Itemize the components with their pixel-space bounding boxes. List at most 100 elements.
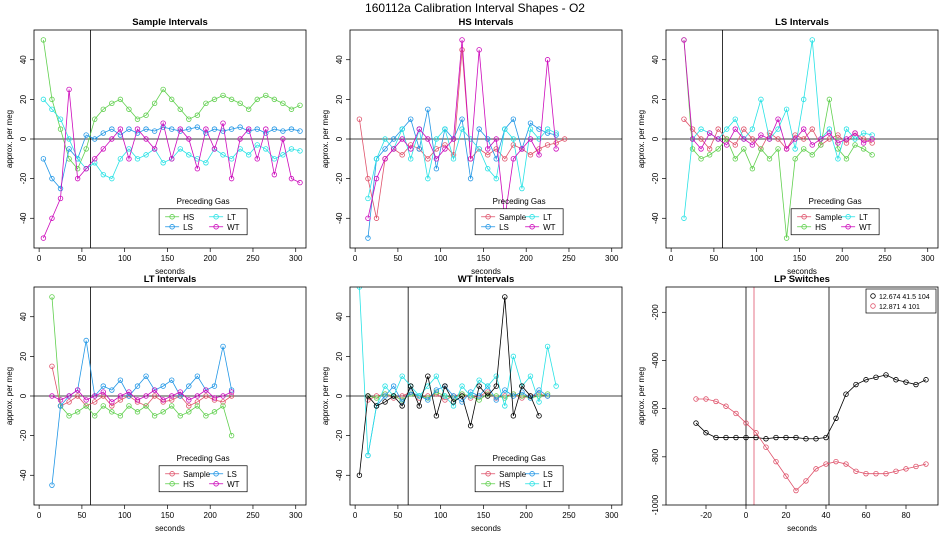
data-point bbox=[698, 146, 704, 152]
data-point bbox=[186, 403, 192, 409]
data-point bbox=[485, 152, 491, 158]
data-point bbox=[733, 434, 739, 441]
data-point bbox=[698, 136, 704, 142]
legend-title: Preceding Gas bbox=[177, 454, 230, 463]
legend-marker bbox=[485, 214, 491, 220]
data-point bbox=[237, 136, 243, 142]
data-point bbox=[741, 136, 747, 142]
data-point bbox=[553, 146, 559, 152]
data-point bbox=[49, 175, 55, 182]
data-point bbox=[843, 461, 849, 467]
data-point bbox=[356, 116, 363, 122]
data-point bbox=[459, 383, 465, 389]
data-point bbox=[92, 156, 98, 162]
data-point bbox=[399, 403, 405, 409]
data-point bbox=[783, 106, 790, 112]
x-tick-label: 50 bbox=[77, 254, 86, 263]
legend-marker bbox=[169, 224, 175, 230]
data-point bbox=[792, 156, 798, 162]
data-point bbox=[271, 171, 278, 178]
data-point bbox=[843, 140, 850, 146]
data-point bbox=[288, 106, 295, 112]
plot-frame bbox=[349, 286, 623, 506]
data-point bbox=[843, 136, 850, 142]
x-tick-label: 50 bbox=[393, 254, 402, 263]
data-point bbox=[382, 156, 388, 162]
data-point bbox=[775, 126, 781, 132]
data-point bbox=[743, 434, 749, 441]
data-point bbox=[373, 156, 380, 162]
data-point bbox=[467, 156, 474, 162]
data-point bbox=[186, 152, 192, 158]
data-point bbox=[194, 399, 201, 405]
data-point bbox=[783, 473, 789, 479]
data-point bbox=[510, 353, 517, 360]
data-point bbox=[271, 96, 278, 103]
data-point bbox=[373, 395, 380, 401]
data-point bbox=[485, 393, 491, 399]
data-point bbox=[519, 383, 525, 389]
legend-box bbox=[865, 288, 937, 314]
data-point bbox=[723, 403, 729, 409]
data-point bbox=[382, 393, 388, 399]
data-point bbox=[775, 116, 781, 122]
data-point bbox=[783, 146, 790, 152]
data-point bbox=[177, 106, 183, 112]
data-point bbox=[442, 142, 448, 148]
data-point bbox=[809, 142, 815, 148]
data-point bbox=[365, 452, 371, 459]
data-point bbox=[803, 478, 809, 484]
data-point bbox=[245, 126, 252, 132]
data-point bbox=[263, 126, 269, 132]
data-point bbox=[826, 130, 833, 136]
data-point bbox=[758, 96, 764, 103]
data-point bbox=[373, 175, 380, 182]
data-point bbox=[117, 397, 124, 403]
data-point bbox=[913, 381, 919, 388]
data-point bbox=[126, 393, 132, 399]
y-tick-label: -600 bbox=[651, 400, 660, 417]
series-line bbox=[683, 39, 873, 150]
data-point bbox=[703, 430, 709, 436]
data-point bbox=[160, 383, 166, 389]
y-tick-label: 0 bbox=[335, 136, 344, 141]
data-point bbox=[57, 116, 64, 122]
data-point bbox=[442, 383, 448, 389]
data-point bbox=[893, 377, 899, 383]
data-point bbox=[382, 383, 388, 389]
data-point bbox=[536, 387, 542, 393]
data-point bbox=[510, 136, 517, 142]
data-point bbox=[753, 430, 759, 436]
data-point bbox=[160, 397, 166, 403]
data-point bbox=[390, 393, 397, 399]
plot-area bbox=[693, 287, 929, 505]
data-point bbox=[177, 413, 183, 419]
data-point bbox=[194, 403, 201, 409]
data-point bbox=[732, 156, 738, 162]
series-line bbox=[43, 39, 301, 170]
data-point bbox=[134, 116, 141, 122]
data-point bbox=[510, 116, 517, 122]
y-tick-label: 20 bbox=[19, 351, 28, 360]
data-point bbox=[49, 215, 55, 221]
data-point bbox=[553, 130, 559, 136]
data-point bbox=[476, 47, 482, 53]
data-point bbox=[288, 175, 295, 182]
data-point bbox=[485, 166, 491, 172]
legend-label: 12.674 41.5 104 bbox=[879, 294, 930, 301]
data-point bbox=[843, 391, 849, 397]
y-tick-label: 40 bbox=[335, 55, 344, 64]
x-axis-label: seconds bbox=[155, 267, 185, 276]
data-point bbox=[519, 389, 525, 395]
x-axis-label: seconds bbox=[787, 524, 817, 533]
x-tick-label: 250 bbox=[246, 511, 260, 520]
data-point bbox=[775, 146, 781, 152]
legend-label: Sample bbox=[499, 213, 527, 222]
data-point bbox=[467, 136, 474, 142]
data-point bbox=[100, 171, 106, 178]
data-point bbox=[254, 156, 260, 162]
data-point bbox=[228, 393, 235, 399]
